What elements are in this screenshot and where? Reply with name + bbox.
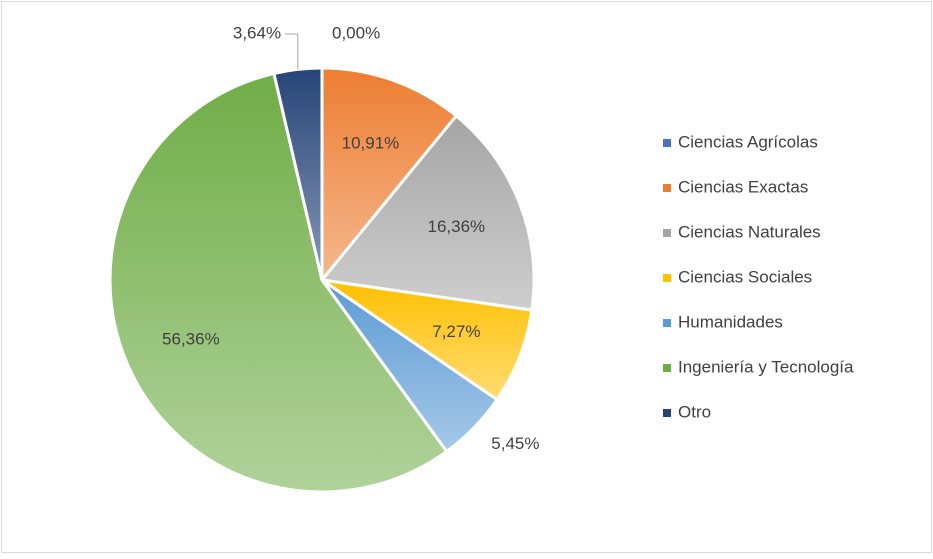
legend-swatch (663, 274, 671, 282)
data-label: 3,64% (233, 23, 281, 42)
pie-slice (108, 71, 449, 494)
legend-label: Humanidades (678, 312, 783, 331)
legend-swatch (663, 184, 671, 192)
legend-swatch (663, 364, 671, 372)
legend-swatch (663, 139, 671, 147)
pie-slice (320, 66, 459, 285)
data-label: 10,91% (342, 134, 400, 153)
legend-label: Ciencias Sociales (678, 267, 812, 286)
legend-swatch (663, 229, 671, 237)
data-label: 7,27% (432, 322, 480, 341)
legend-label: Ciencias Naturales (678, 222, 821, 241)
pie-slice (319, 113, 536, 312)
data-label: 16,36% (428, 217, 486, 236)
pie-slice (272, 66, 324, 281)
legend-label: Otro (678, 402, 711, 421)
legend-label: Ciencias Exactas (678, 177, 808, 196)
data-label: 5,45% (491, 434, 539, 453)
leader-line (285, 33, 299, 70)
legend-label: Ingeniería y Tecnología (678, 357, 854, 376)
legend-swatch (663, 319, 671, 327)
legend-label: Ciencias Agrícolas (678, 132, 818, 151)
legend-swatch (663, 409, 671, 417)
data-label: 56,36% (162, 329, 220, 348)
data-label: 0,00% (332, 23, 380, 42)
